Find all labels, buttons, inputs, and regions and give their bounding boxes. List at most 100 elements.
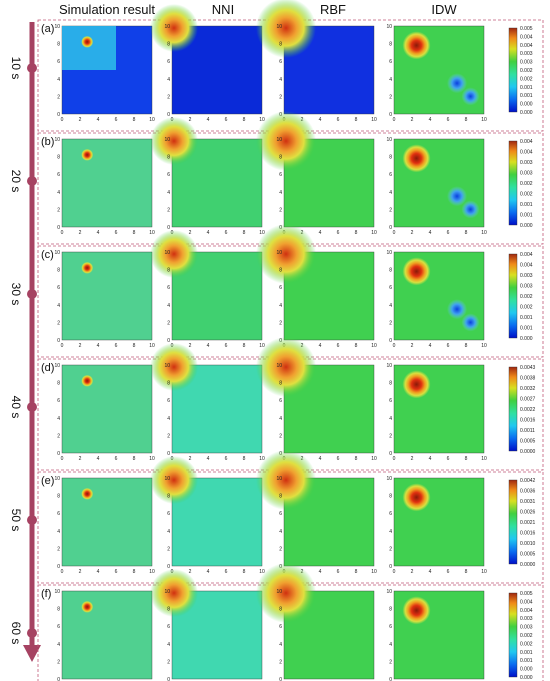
x-tick-label: 4 bbox=[319, 230, 322, 236]
x-tick-label: 10 bbox=[149, 569, 155, 575]
panel-label: (f) bbox=[41, 588, 51, 600]
column-header-idw: IDW bbox=[431, 2, 457, 17]
y-tick-label: 2 bbox=[279, 320, 282, 326]
y-tick-label: 4 bbox=[389, 529, 392, 535]
colorbar-tick-label: 0.002 bbox=[520, 192, 533, 198]
y-tick-label: 0 bbox=[57, 225, 60, 231]
y-tick-label: 0 bbox=[389, 338, 392, 344]
y-tick-label: 10 bbox=[386, 137, 392, 143]
x-tick-label: 2 bbox=[189, 230, 192, 236]
y-tick-label: 10 bbox=[276, 476, 282, 482]
colorbar-tick-label: 0.003 bbox=[520, 171, 533, 177]
x-tick-label: 8 bbox=[133, 569, 136, 575]
colorbar-tick-label: 0.0032 bbox=[520, 386, 536, 392]
y-tick-label: 10 bbox=[386, 589, 392, 595]
x-tick-label: 6 bbox=[447, 569, 450, 575]
colorbar-tick-label: 0.0038 bbox=[520, 376, 536, 382]
y-tick-label: 6 bbox=[57, 172, 60, 178]
colorbar-tick-label: 0.003 bbox=[520, 160, 533, 166]
colorbar-tick-label: 0.001 bbox=[520, 213, 533, 219]
y-tick-label: 2 bbox=[279, 546, 282, 552]
y-tick-label: 10 bbox=[276, 589, 282, 595]
colorbar: 0.005 0.004 0.004 0.003 0.003 0.002 0.002 0.001… bbox=[508, 591, 533, 681]
y-tick-label: 0 bbox=[389, 225, 392, 231]
x-tick-label: 8 bbox=[243, 569, 246, 575]
y-tick-label: 8 bbox=[389, 607, 392, 613]
time-arrowhead bbox=[23, 645, 41, 662]
colorbar-tick-label: 0.000 bbox=[520, 223, 533, 229]
x-tick-label: 4 bbox=[319, 343, 322, 349]
y-tick-label: 8 bbox=[57, 155, 60, 161]
x-tick-label: 8 bbox=[465, 569, 468, 575]
colorbar-tick-label: 0.0000 bbox=[520, 562, 536, 568]
x-tick-label: 10 bbox=[259, 456, 265, 462]
x-tick-label: 2 bbox=[189, 343, 192, 349]
x-tick-label: 2 bbox=[79, 117, 82, 123]
x-tick-label: 2 bbox=[189, 117, 192, 123]
time-label: 20 s bbox=[9, 170, 23, 193]
y-tick-label: 10 bbox=[276, 363, 282, 369]
y-tick-label: 4 bbox=[167, 303, 170, 309]
y-tick-label: 8 bbox=[167, 494, 170, 500]
x-tick-label: 8 bbox=[243, 117, 246, 123]
y-tick-label: 4 bbox=[167, 190, 170, 196]
panel-row: (d)40 s002244668810100022446688101000224… bbox=[9, 337, 544, 471]
colorbar-tick-label: 0.001 bbox=[520, 93, 533, 99]
colorbar-tick-label: 0.002 bbox=[520, 68, 533, 74]
colorbar-tick-label: 0.001 bbox=[520, 85, 533, 91]
y-tick-label: 10 bbox=[276, 137, 282, 143]
y-tick-label: 4 bbox=[389, 642, 392, 648]
colorbar: 0.004 0.004 0.003 0.003 0.002 0.002 0.001 0.001… bbox=[508, 252, 533, 342]
y-tick-label: 2 bbox=[167, 546, 170, 552]
x-tick-label: 6 bbox=[225, 343, 228, 349]
colorbar-tick-label: 0.003 bbox=[520, 273, 533, 279]
x-tick-label: 0 bbox=[393, 456, 396, 462]
colorbar-tick-label: 0.002 bbox=[520, 633, 533, 639]
y-tick-label: 2 bbox=[57, 94, 60, 100]
colorbar-tick-label: 0.004 bbox=[520, 139, 533, 145]
colorbar-tick-label: 0.003 bbox=[520, 284, 533, 290]
y-tick-label: 4 bbox=[167, 416, 170, 422]
y-tick-label: 6 bbox=[57, 285, 60, 291]
x-tick-label: 4 bbox=[97, 117, 100, 123]
x-tick-label: 4 bbox=[207, 230, 210, 236]
x-tick-label: 4 bbox=[319, 117, 322, 123]
y-tick-label: 8 bbox=[389, 155, 392, 161]
x-tick-label: 10 bbox=[481, 117, 487, 123]
y-tick-label: 4 bbox=[279, 77, 282, 83]
x-tick-label: 0 bbox=[393, 117, 396, 123]
y-tick-label: 2 bbox=[167, 659, 170, 665]
y-tick-label: 6 bbox=[389, 624, 392, 630]
y-tick-label: 8 bbox=[389, 381, 392, 387]
x-tick-label: 10 bbox=[149, 230, 155, 236]
y-tick-label: 6 bbox=[57, 624, 60, 630]
y-tick-label: 2 bbox=[389, 320, 392, 326]
x-tick-label: 6 bbox=[337, 117, 340, 123]
y-tick-label: 0 bbox=[57, 451, 60, 457]
y-tick-label: 4 bbox=[57, 529, 60, 535]
colorbar-tick-label: 0.001 bbox=[520, 202, 533, 208]
y-tick-label: 8 bbox=[279, 494, 282, 500]
y-tick-label: 6 bbox=[389, 172, 392, 178]
x-tick-label: 4 bbox=[97, 343, 100, 349]
y-tick-label: 6 bbox=[167, 285, 170, 291]
y-tick-label: 0 bbox=[57, 564, 60, 570]
x-tick-label: 2 bbox=[411, 343, 414, 349]
x-tick-label: 4 bbox=[429, 230, 432, 236]
colorbar-tick-label: 0.002 bbox=[520, 181, 533, 187]
y-tick-label: 2 bbox=[279, 659, 282, 665]
x-tick-label: 2 bbox=[411, 456, 414, 462]
colorbar-tick-label: 0.0011 bbox=[520, 428, 535, 434]
colorbar-tick-label: 0.004 bbox=[520, 263, 533, 269]
x-tick-label: 8 bbox=[243, 230, 246, 236]
x-tick-label: 6 bbox=[337, 569, 340, 575]
x-tick-label: 10 bbox=[149, 343, 155, 349]
